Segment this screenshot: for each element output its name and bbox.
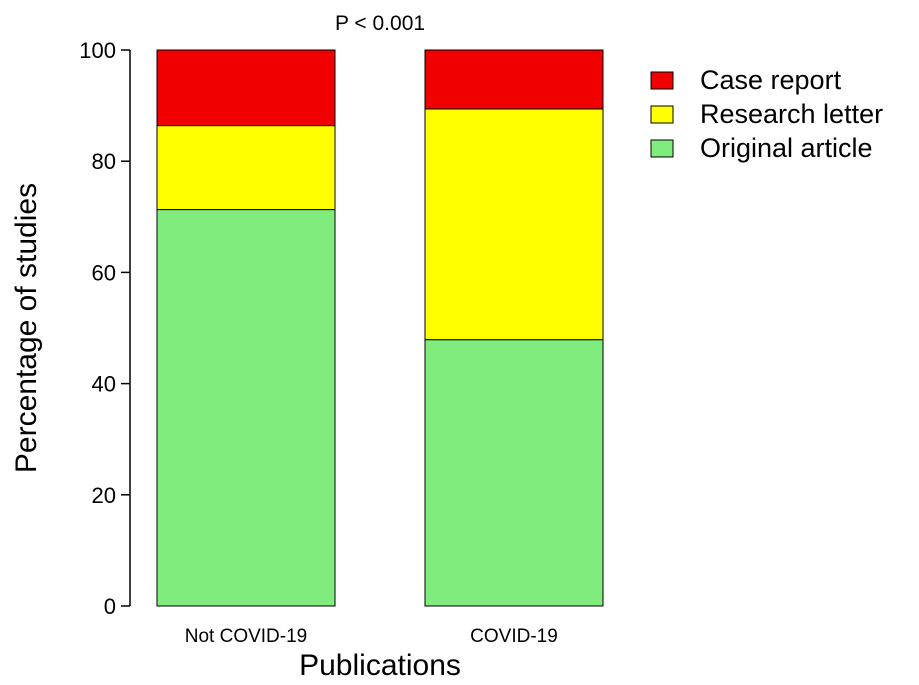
y-axis-title: Percentage of studies (10, 183, 43, 473)
y-tick-label: 60 (92, 260, 116, 285)
legend-swatch-case-report (650, 71, 674, 90)
bar-covid-19-case-report (424, 49, 604, 110)
bar-covid-19-original-article (424, 339, 604, 607)
y-tick-label: 80 (92, 149, 116, 174)
legend-label-research-letter: Research letter (700, 99, 883, 129)
x-category-label: COVID-19 (470, 626, 558, 647)
x-axis-categories: Not COVID-19 COVID-19 (185, 626, 558, 647)
x-axis-title: Publications (299, 649, 461, 682)
y-tick-label: 20 (92, 483, 116, 508)
bar-not-covid-19-research-letter (156, 125, 336, 211)
legend-label-case-report: Case report (700, 65, 842, 95)
bars-group (156, 49, 604, 607)
p-value-annotation: P < 0.001 (335, 12, 425, 35)
legend-swatch-research-letter (650, 105, 674, 124)
bar-not-covid-19-original-article (156, 209, 336, 607)
legend: Case report Research letter Original artic… (650, 65, 883, 163)
y-axis: 0 20 40 60 80 100 (79, 38, 131, 619)
x-category-label: Not COVID-19 (185, 626, 307, 647)
bar-not-covid-19-case-report (156, 49, 336, 127)
y-tick-label: 100 (79, 38, 116, 63)
y-tick-label: 0 (104, 594, 116, 619)
legend-label-original-article: Original article (700, 133, 873, 163)
bar-covid-19-research-letter (424, 108, 604, 341)
legend-swatch-original-article (650, 139, 674, 158)
y-tick-label: 40 (92, 372, 116, 397)
